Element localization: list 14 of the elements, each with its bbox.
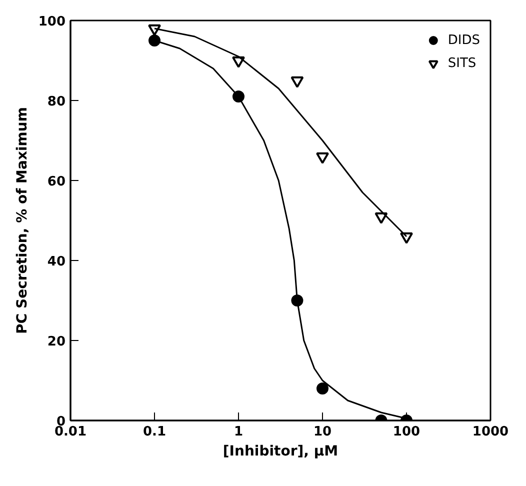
- y-tick-label: 100: [38, 14, 66, 30]
- x-tick-label: 1000: [472, 424, 509, 440]
- y-axis-title: PC Secretion, % of Maximum: [14, 107, 30, 334]
- y-tick-label: 80: [47, 94, 66, 110]
- x-tick-label: 0.1: [142, 424, 166, 440]
- y-tick-label: 40: [47, 254, 66, 270]
- x-tick-label: 10: [313, 424, 332, 440]
- x-tick-label: 1: [234, 424, 244, 440]
- y-tick-label: 60: [47, 174, 66, 190]
- legend-label: DIDS: [448, 32, 480, 48]
- y-tick-label: 20: [47, 334, 66, 350]
- x-tick-label: 100: [392, 424, 420, 440]
- x-axis-title: [Inhibitor], μM: [222, 444, 338, 460]
- legend-label: SITS: [448, 56, 476, 70]
